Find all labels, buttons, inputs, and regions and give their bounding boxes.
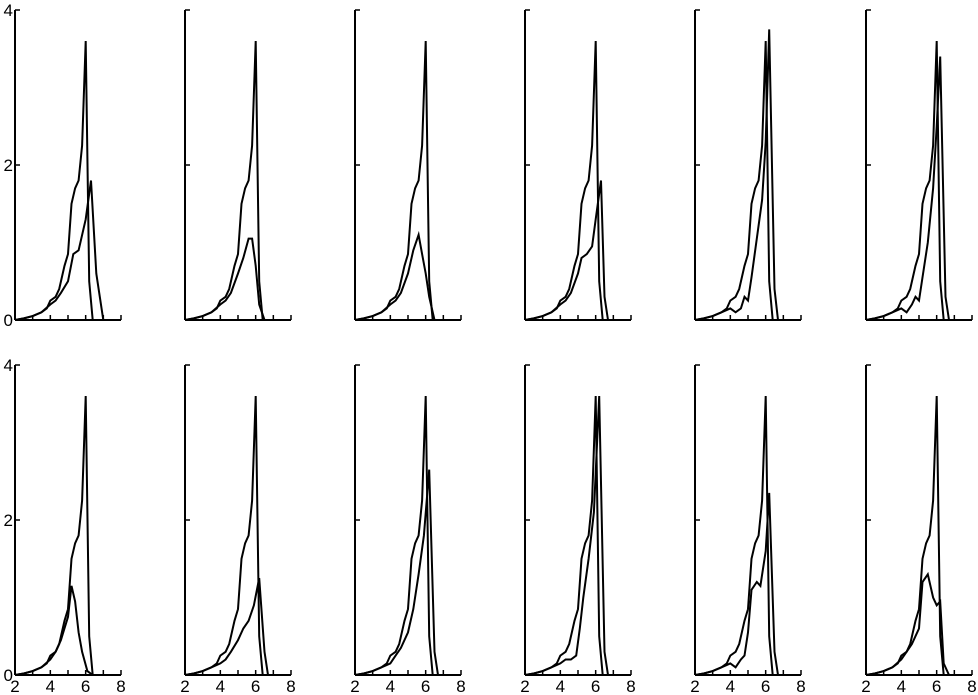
- x-tick-label: 8: [626, 677, 635, 695]
- x-tick-label: 2: [350, 677, 359, 695]
- x-tick-label: 6: [251, 677, 260, 695]
- x-tick-label: 2: [180, 677, 189, 695]
- reference-series-line: [354, 40, 449, 321]
- panel-10: 2 4 6 8: [520, 364, 636, 695]
- panel-4: [524, 9, 632, 321]
- y-tick-label: 2: [4, 156, 13, 175]
- y-tick-label: 0: [4, 311, 13, 330]
- y-tick-label: 4: [4, 356, 13, 375]
- x-tick-label: 8: [967, 677, 976, 695]
- comparison-series-line: [14, 585, 94, 676]
- comparison-series-line: [14, 180, 107, 321]
- x-tick-label: 4: [46, 677, 55, 695]
- panel-2: [184, 9, 292, 321]
- x-tick-label: 2: [861, 677, 870, 695]
- x-tick-label: 8: [286, 677, 295, 695]
- x-tick-label: 8: [796, 677, 805, 695]
- x-tick-label: 4: [726, 677, 735, 695]
- comparison-series-line: [524, 395, 609, 676]
- panel-3: [354, 9, 462, 321]
- x-tick-label: 6: [761, 677, 770, 695]
- reference-series-line: [865, 395, 960, 676]
- panel-6: [865, 9, 973, 321]
- reference-series-line: [14, 40, 109, 321]
- reference-series-line: [184, 395, 279, 676]
- comparison-series-line: [184, 237, 266, 321]
- x-tick-label: 2: [10, 677, 19, 695]
- x-tick-label: 4: [897, 677, 906, 695]
- y-tick-label: 0: [4, 666, 13, 685]
- panel-9: 2 4 6 8: [350, 364, 466, 695]
- x-tick-label: 6: [932, 677, 941, 695]
- x-tick-label: 2: [520, 677, 529, 695]
- x-tick-label: 4: [556, 677, 565, 695]
- comparison-series-line: [694, 29, 779, 321]
- x-tick-label: 6: [81, 677, 90, 695]
- panel-11: 2 4 6 8: [690, 364, 806, 695]
- reference-series-line: [184, 40, 279, 321]
- x-tick-label: 6: [591, 677, 600, 695]
- x-tick-label: 4: [216, 677, 225, 695]
- x-tick-label: 6: [421, 677, 430, 695]
- x-tick-label: 8: [456, 677, 465, 695]
- panel-12: 2 4 6 8: [861, 364, 977, 695]
- comparison-series-line: [865, 56, 950, 321]
- panel-5: [694, 9, 802, 321]
- x-tick-label: 8: [116, 677, 125, 695]
- panel-8: 2 4 6 8: [180, 364, 296, 695]
- panel-1: 0 2 4: [4, 1, 122, 330]
- comparison-series-line: [354, 230, 436, 321]
- comparison-series-line: [354, 469, 444, 676]
- x-tick-label: 4: [386, 677, 395, 695]
- comparison-series-line: [694, 492, 779, 676]
- y-tick-label: 2: [4, 511, 13, 530]
- comparison-series-line: [524, 180, 609, 321]
- comparison-series-line: [865, 571, 955, 676]
- y-tick-label: 4: [4, 1, 13, 20]
- reference-series-line: [14, 395, 109, 676]
- x-tick-label: 2: [690, 677, 699, 695]
- comparison-series-line: [184, 577, 277, 676]
